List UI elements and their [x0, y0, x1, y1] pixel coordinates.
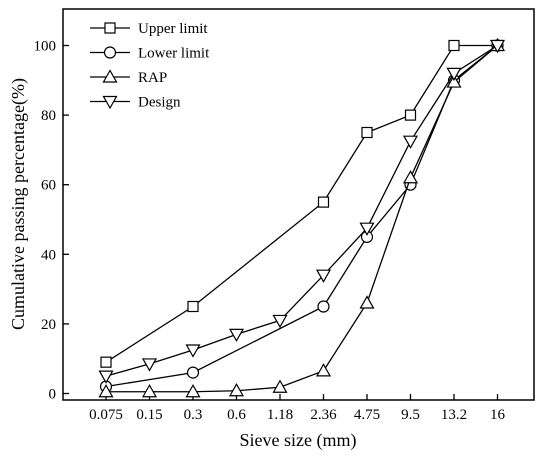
- data-point-upper-limit: [361, 126, 373, 139]
- x-tick-label: 4.75: [354, 407, 380, 423]
- axis-ticks: 0 20 40 60 80 100 0.075 0.15 0.3 0.6 1.18 2.36 4.75 9…: [34, 39, 506, 424]
- data-point-design: [185, 344, 201, 358]
- data-point-rap: [446, 74, 462, 88]
- data-point-design: [489, 39, 506, 54]
- data-point-design: [98, 370, 114, 384]
- legend-item-upper-limit: Upper limit: [90, 21, 208, 37]
- legend-marker: [102, 95, 118, 110]
- data-point-rap: [315, 363, 332, 377]
- x-tick-label: 9.5: [401, 407, 420, 423]
- legend-label: Design: [138, 95, 181, 111]
- x-tick-label: 0.075: [89, 407, 123, 423]
- legend-marker: [103, 46, 117, 59]
- y-tick-label: 0: [49, 387, 57, 403]
- data-point-design: [402, 135, 419, 149]
- data-point-design: [446, 67, 462, 82]
- data-point-rap: [228, 382, 245, 397]
- legend-marker: [104, 22, 116, 34]
- y-tick-label: 40: [41, 247, 56, 263]
- data-point-rap: [141, 384, 158, 398]
- data-point-rap: [272, 379, 288, 393]
- legend: Upper limit Lower limit RAP Design: [90, 21, 210, 111]
- legend-label: Lower limit: [138, 46, 210, 62]
- y-tick-label: 60: [41, 178, 56, 194]
- series-design: [98, 39, 506, 384]
- data-point-upper-limit: [404, 109, 417, 121]
- x-tick-label: 0.6: [227, 407, 246, 423]
- data-point-design: [228, 328, 245, 343]
- data-point-rap: [185, 384, 201, 398]
- data-point-design: [359, 222, 375, 236]
- data-point-design: [315, 269, 332, 283]
- x-axis-label: Sieve size (mm): [240, 430, 357, 451]
- y-axis-label: Cumulative passing percentage(%): [8, 78, 29, 330]
- legend-label: RAP: [138, 70, 167, 86]
- x-tick-label: 13.2: [441, 407, 467, 423]
- y-tick-label: 20: [41, 317, 56, 333]
- x-tick-label: 1.18: [267, 407, 293, 423]
- y-tick-label: 80: [41, 108, 56, 124]
- legend-label: Upper limit: [138, 21, 208, 37]
- data-point-upper-limit: [187, 300, 199, 313]
- x-tick-label: 2.36: [310, 407, 337, 423]
- data-point-rap: [359, 295, 375, 309]
- data-point-upper-limit: [317, 196, 330, 208]
- series-layer: [98, 37, 506, 398]
- plot-frame: [62, 8, 535, 401]
- data-point-upper-limit: [100, 356, 112, 368]
- data-point-lower-limit: [186, 366, 200, 379]
- series-line-rap: [106, 45, 498, 393]
- data-point-upper-limit: [448, 39, 460, 52]
- legend-item-lower-limit: Lower limit: [90, 46, 210, 62]
- data-point-design: [141, 358, 158, 372]
- series-lower-limit: [99, 39, 504, 393]
- y-tick-label: 100: [34, 39, 57, 55]
- legend-marker: [102, 69, 118, 83]
- data-point-lower-limit: [317, 300, 330, 313]
- legend-item-design: Design: [90, 95, 181, 111]
- data-point-rap: [98, 384, 114, 398]
- series-line-upper-limit: [105, 44, 498, 363]
- series-line-design: [105, 44, 498, 377]
- data-point-rap: [402, 170, 419, 184]
- data-point-design: [272, 314, 288, 329]
- series-rap: [98, 37, 506, 398]
- x-tick-label: 16: [490, 407, 506, 423]
- legend-item-rap: RAP: [90, 69, 167, 86]
- x-tick-label: 0.3: [184, 407, 203, 423]
- x-tick-label: 0.15: [136, 407, 162, 423]
